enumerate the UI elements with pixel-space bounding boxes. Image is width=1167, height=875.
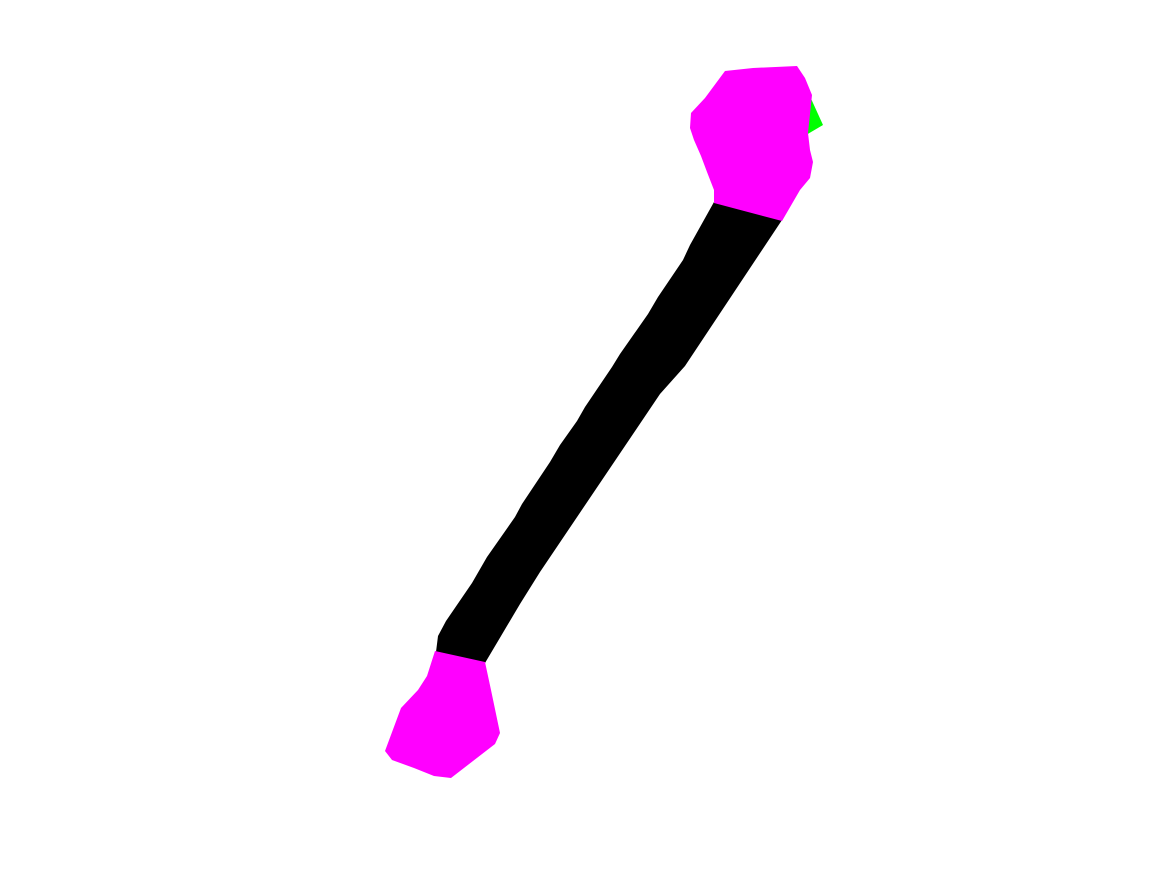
bone-shaft xyxy=(436,202,782,663)
lower-joint xyxy=(385,651,500,778)
upper-joint xyxy=(690,66,813,221)
